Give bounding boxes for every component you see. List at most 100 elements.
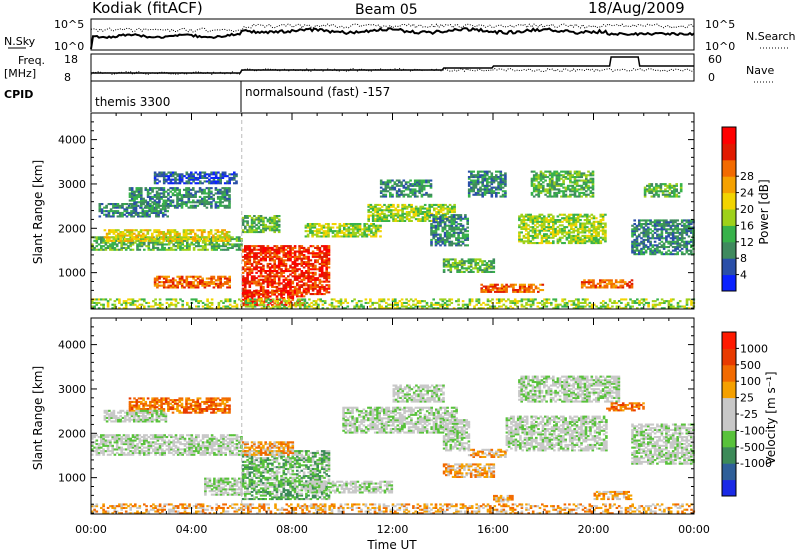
echo-cell [649, 228, 652, 231]
echo-cell [690, 253, 693, 256]
echo-cell [439, 238, 442, 241]
echo-cell [574, 238, 578, 241]
echo-cell [642, 253, 646, 256]
echo-cell [280, 250, 283, 253]
echo-cell [194, 286, 198, 289]
echo-cell [379, 183, 383, 186]
echo-cell [531, 234, 535, 237]
echo-cell [522, 224, 526, 227]
echo-cell [135, 239, 138, 242]
echo-cell [148, 208, 151, 211]
echo-cell [647, 237, 650, 240]
echo-cell [233, 173, 236, 176]
echo-cell [186, 246, 189, 249]
echo-cell [535, 172, 538, 175]
echo-cell [151, 236, 154, 239]
echo-cell [553, 186, 556, 189]
echo-cell [490, 183, 494, 186]
echo-cell [640, 249, 643, 252]
echo-cell [284, 270, 288, 273]
echo-cell [167, 175, 170, 178]
echo-cell [374, 230, 378, 233]
echo-cell [470, 170, 473, 173]
echo-cell [174, 241, 178, 244]
echo-cell [121, 239, 125, 242]
echo-cell [483, 176, 487, 179]
echo-cell [676, 247, 679, 250]
echo-cell [244, 215, 247, 218]
echo-cell [403, 207, 407, 210]
echo-cell [244, 287, 247, 290]
echo-cell [385, 205, 389, 208]
echo-cell [352, 223, 355, 226]
echo-cell [524, 215, 528, 218]
echo-cell [215, 241, 218, 244]
echo-cell [144, 234, 147, 237]
nave-scale-lo: 0 [708, 71, 715, 84]
echo-cell [422, 186, 426, 189]
nave-scale-hi: 60 [708, 53, 722, 66]
echo-cell [121, 204, 124, 207]
echo-cell [320, 264, 324, 267]
echo-cell [126, 231, 129, 234]
echo-cell [257, 282, 261, 285]
echo-cell [555, 181, 559, 184]
echo-cell [573, 195, 577, 198]
echo-cell [264, 278, 267, 281]
echo-cell [130, 203, 134, 206]
echo-cell [273, 293, 276, 296]
echo-cell [474, 193, 478, 196]
echo-cell [347, 233, 351, 236]
echo-cell [194, 238, 197, 241]
echo-cell [156, 173, 159, 176]
echo-cell [653, 224, 657, 227]
echo-cell [105, 236, 109, 239]
echo-cell [296, 293, 299, 296]
echo-cell [505, 290, 508, 293]
echo-cell [460, 258, 464, 261]
echo-cell [391, 195, 394, 198]
echo-cell [219, 192, 222, 195]
echo-cell [472, 184, 475, 187]
echo-cell [318, 235, 321, 238]
echo-cell [248, 255, 252, 258]
echo-cell [488, 184, 491, 187]
echo-cell [483, 179, 487, 182]
echo-cell [223, 275, 227, 278]
echo-cell [642, 247, 646, 250]
echo-cell [443, 224, 447, 227]
echo-cell [527, 213, 530, 216]
echo-cell [244, 291, 247, 294]
echo-cell [296, 282, 299, 285]
echo-cell [127, 245, 130, 248]
echo-cell [273, 252, 276, 255]
echo-cell [656, 249, 659, 252]
echo-cell [394, 212, 398, 215]
echo-cell [171, 171, 175, 174]
echo-cell [605, 282, 609, 285]
echo-cell [198, 238, 202, 241]
echo-cell [367, 205, 370, 208]
echo-cell [296, 259, 299, 262]
echo-cell [182, 229, 186, 232]
echo-cell [137, 231, 141, 234]
echo-cell [374, 224, 378, 227]
echo-cell [192, 281, 195, 284]
echo-cell [298, 291, 301, 294]
echo-cell [223, 282, 227, 285]
echo-cell [238, 243, 241, 246]
echo-cell [273, 255, 276, 258]
echo-cell [450, 230, 454, 233]
echo-cell [461, 242, 465, 245]
echo-cell [192, 206, 195, 209]
echo-cell [327, 271, 331, 274]
echo-cell [289, 266, 292, 269]
echo-cell [558, 224, 562, 227]
echo-cell [221, 239, 224, 242]
echo-cell [361, 228, 364, 231]
echo-cell [680, 224, 684, 227]
echo-cell [176, 178, 179, 181]
echo-cell [196, 284, 200, 287]
date-title: 18/Aug/2009 [588, 0, 685, 17]
echo-cell [298, 285, 301, 288]
